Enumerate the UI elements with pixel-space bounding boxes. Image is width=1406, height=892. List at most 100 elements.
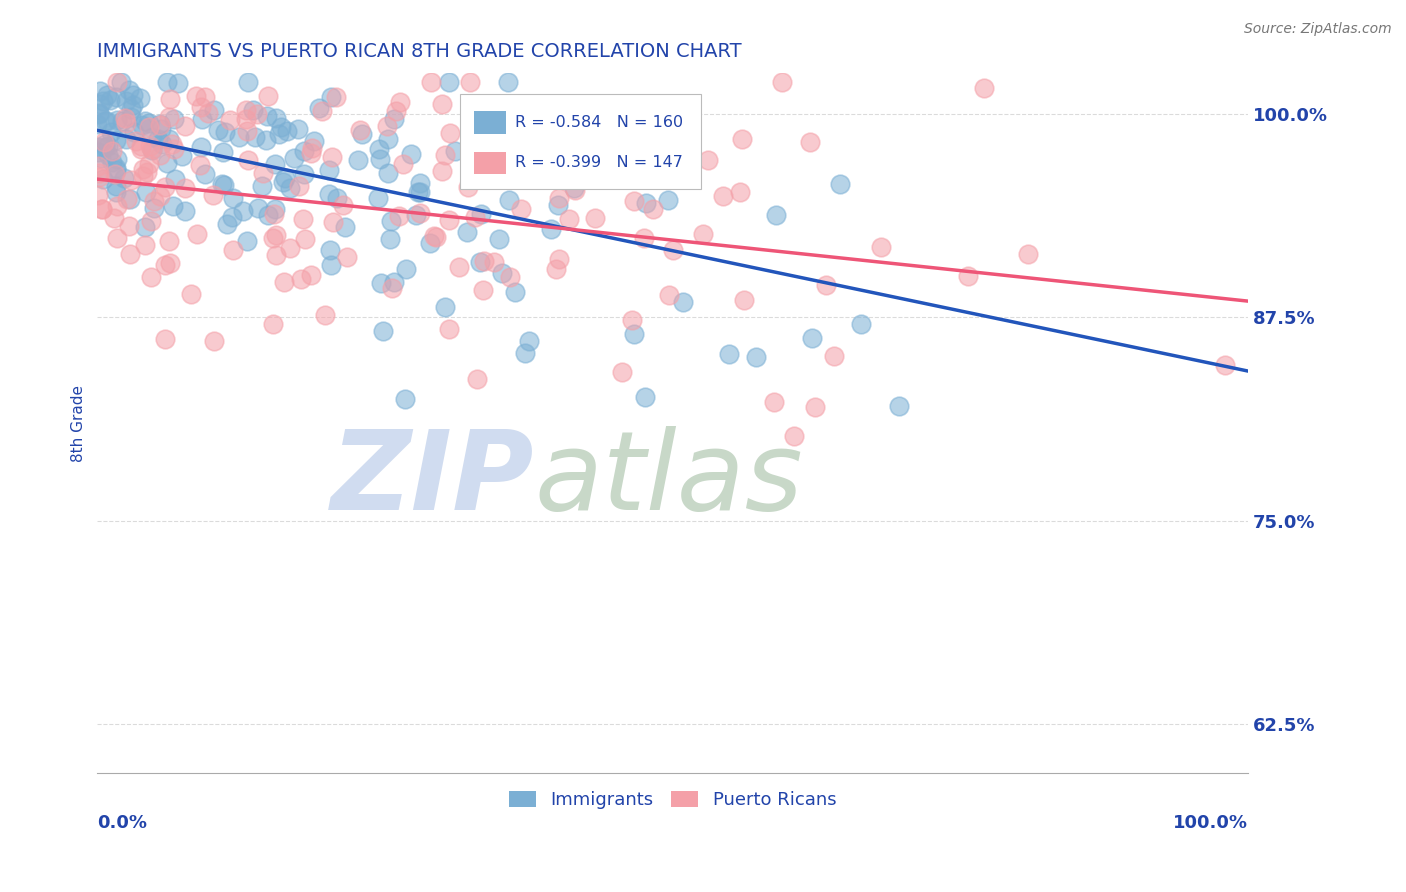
Point: [202, 334, 225, 348]
Point: [118, 247, 141, 261]
Point: [392, 157, 415, 171]
Point: [120, 103, 142, 117]
Point: [96, 87, 118, 102]
Text: 0.0%: 0.0%: [97, 814, 148, 832]
Point: [662, 243, 685, 257]
Point: [544, 261, 567, 276]
Point: [232, 204, 254, 219]
Point: [458, 74, 481, 88]
Point: [148, 132, 170, 146]
Point: [634, 196, 657, 211]
Point: [437, 322, 460, 336]
Point: [728, 185, 751, 199]
Point: [302, 134, 325, 148]
Point: [419, 74, 441, 88]
Point: [465, 372, 488, 386]
Text: atlas: atlas: [534, 425, 803, 533]
Point: [456, 225, 478, 239]
Point: [236, 123, 259, 137]
Point: [236, 153, 259, 168]
Bar: [474, 112, 506, 134]
Point: [633, 231, 655, 245]
Point: [464, 210, 486, 224]
Point: [1213, 358, 1236, 372]
Text: Source: ZipAtlas.com: Source: ZipAtlas.com: [1244, 22, 1392, 37]
Point: [814, 277, 837, 292]
Point: [474, 253, 496, 268]
Point: [104, 167, 127, 181]
Point: [643, 202, 665, 216]
Point: [191, 112, 214, 127]
Point: [132, 161, 155, 176]
Point: [314, 308, 336, 322]
Point: [517, 334, 540, 349]
Point: [447, 260, 470, 274]
Point: [470, 207, 492, 221]
Point: [222, 191, 245, 205]
Point: [610, 171, 633, 186]
Point: [228, 130, 250, 145]
Point: [87, 139, 110, 153]
Point: [264, 111, 287, 125]
Point: [388, 95, 411, 110]
Point: [692, 227, 714, 241]
Point: [188, 158, 211, 172]
Point: [100, 144, 122, 158]
Point: [129, 142, 152, 156]
Point: [250, 178, 273, 193]
Point: [157, 132, 180, 146]
Point: [190, 100, 212, 114]
Point: [117, 83, 139, 97]
Point: [377, 131, 399, 145]
Point: [89, 84, 111, 98]
Point: [530, 154, 553, 169]
Point: [101, 155, 124, 169]
Point: [437, 213, 460, 227]
Point: [149, 122, 172, 136]
Point: [322, 215, 344, 229]
Point: [159, 92, 181, 106]
Point: [254, 132, 277, 146]
Point: [257, 89, 280, 103]
Point: [505, 120, 527, 135]
Point: [385, 104, 408, 119]
Point: [264, 228, 287, 243]
Point: [380, 281, 402, 295]
Point: [276, 124, 298, 138]
Point: [576, 165, 599, 179]
Point: [290, 272, 312, 286]
Point: [162, 199, 184, 213]
Point: [395, 261, 418, 276]
Point: [256, 109, 278, 123]
Point: [139, 269, 162, 284]
Point: [371, 324, 394, 338]
Point: [105, 133, 128, 147]
Point: [134, 114, 156, 128]
Point: [120, 173, 142, 187]
Point: [283, 151, 305, 165]
Point: [122, 97, 145, 112]
Point: [186, 89, 208, 103]
Point: [973, 81, 995, 95]
Point: [273, 275, 295, 289]
Point: [770, 74, 793, 88]
Point: [484, 255, 506, 269]
Point: [291, 212, 314, 227]
Point: [217, 217, 239, 231]
Point: [150, 137, 173, 152]
Point: [405, 208, 427, 222]
Point: [89, 97, 111, 112]
Point: [141, 143, 163, 157]
Point: [118, 192, 141, 206]
Point: [828, 178, 851, 192]
Point: [399, 146, 422, 161]
Point: [202, 187, 225, 202]
Point: [214, 125, 236, 139]
Point: [149, 118, 172, 132]
Point: [657, 193, 679, 207]
Point: [503, 285, 526, 299]
Point: [207, 122, 229, 136]
Point: [163, 172, 186, 186]
Point: [564, 183, 586, 197]
Point: [496, 74, 519, 88]
